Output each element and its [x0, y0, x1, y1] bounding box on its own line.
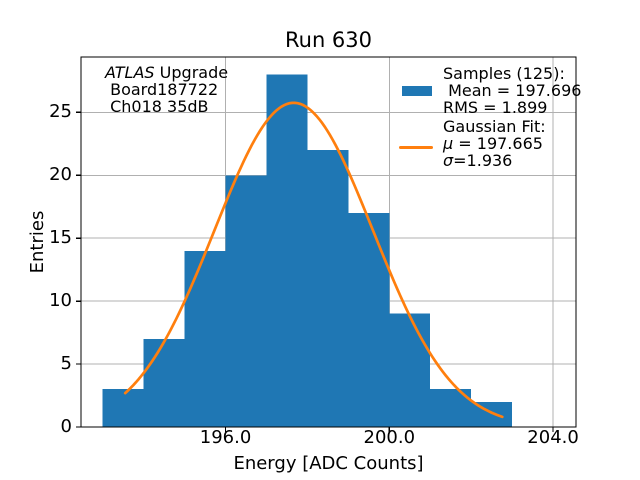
legend-mu-symbol: μ: [443, 133, 454, 153]
legend-histogram-swatch: [402, 86, 432, 96]
legend-fit-line-swatch: [399, 146, 433, 149]
histogram-bar: [307, 150, 349, 427]
legend-sigma-value: =1.936: [453, 150, 513, 170]
histogram-bar: [102, 389, 144, 427]
legend-samples-text: Samples (125): Mean = 197.696 RMS = 1.899: [443, 64, 582, 117]
annotation-atlas: ATLAS: [105, 63, 155, 82]
tick-marks: [76, 111, 554, 432]
legend-fit-text: Gaussian Fit: μ = 197.665 σ=1.936: [443, 117, 546, 170]
y-tick-label: 15: [49, 227, 72, 249]
axes-frame: [80, 56, 577, 428]
histogram-bar: [348, 213, 390, 427]
legend-samples-title: Samples (125):: [443, 64, 565, 83]
histogram-bar: [225, 175, 267, 427]
legend-mean-value: Mean = 197.696: [443, 80, 582, 100]
annotation-line2: Board187722: [105, 80, 219, 100]
y-tick-label: 0: [60, 416, 72, 437]
y-tick-label: 5: [60, 353, 72, 375]
legend-rms-value: RMS = 1.899: [443, 97, 548, 117]
x-axis-label: Energy [ADC Counts]: [233, 453, 424, 474]
annotation-block: ATLAS Upgrade Board187722 Ch018 35dB: [105, 64, 228, 116]
histogram-bar: [184, 250, 226, 427]
legend-mu-value: = 197.665: [453, 133, 543, 153]
y-tick-label: 25: [49, 101, 72, 123]
y-tick-label: 20: [49, 164, 72, 186]
gaussian-fit-curve: [123, 101, 504, 419]
x-tick-label: 196.0: [199, 427, 252, 448]
histogram-bar: [143, 338, 185, 427]
legend-sigma-symbol: σ: [443, 150, 454, 170]
x-tick-label: 204.0: [527, 427, 579, 448]
chart-title: Run 630: [284, 28, 373, 52]
annotation-line1-rest: Upgrade: [154, 63, 229, 82]
annotation-line3: Ch018 35dB: [105, 97, 209, 117]
x-tick-label: 200.0: [363, 427, 416, 448]
legend-fit-title: Gaussian Fit:: [443, 117, 546, 136]
histogram-bars: [102, 74, 513, 427]
histogram-bar: [266, 74, 308, 427]
legend: Samples (125): Mean = 197.696 RMS = 1.899…: [399, 64, 582, 176]
y-tick-label: 10: [49, 290, 72, 312]
histogram-bar: [389, 313, 431, 427]
